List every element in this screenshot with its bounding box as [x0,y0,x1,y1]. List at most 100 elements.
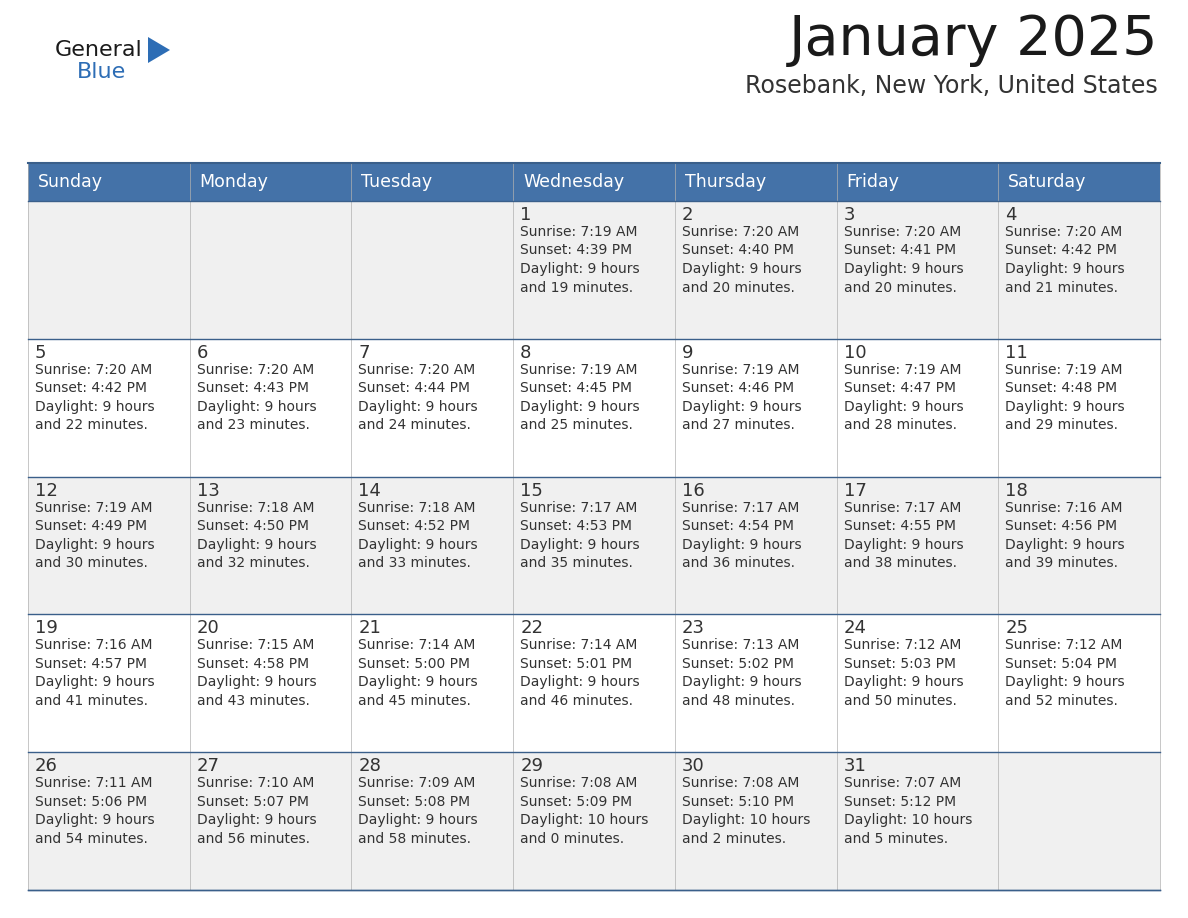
Text: Sunset: 4:42 PM: Sunset: 4:42 PM [1005,243,1117,258]
Text: Sunrise: 7:12 AM: Sunrise: 7:12 AM [1005,638,1123,653]
Text: Blue: Blue [77,62,126,82]
Text: 16: 16 [682,482,704,499]
Text: Sunrise: 7:20 AM: Sunrise: 7:20 AM [1005,225,1123,239]
Text: Sunrise: 7:14 AM: Sunrise: 7:14 AM [520,638,638,653]
Text: Daylight: 10 hours: Daylight: 10 hours [682,813,810,827]
Text: and 56 minutes.: and 56 minutes. [197,832,310,845]
Text: and 33 minutes.: and 33 minutes. [359,556,472,570]
Text: 27: 27 [197,757,220,775]
Text: and 39 minutes.: and 39 minutes. [1005,556,1118,570]
Text: 9: 9 [682,344,694,362]
Bar [190,163,352,201]
Text: 6: 6 [197,344,208,362]
Text: Daylight: 9 hours: Daylight: 9 hours [1005,400,1125,414]
Text: Sunset: 4:43 PM: Sunset: 4:43 PM [197,381,309,396]
Text: Sunset: 4:49 PM: Sunset: 4:49 PM [34,519,147,533]
Text: Rosebank, New York, United States: Rosebank, New York, United States [745,74,1158,98]
Text: Sunrise: 7:17 AM: Sunrise: 7:17 AM [682,500,800,515]
Text: and 29 minutes.: and 29 minutes. [1005,419,1118,432]
Text: 23: 23 [682,620,704,637]
Text: 15: 15 [520,482,543,499]
Bar [29,163,190,201]
Text: and 52 minutes.: and 52 minutes. [1005,694,1118,708]
Text: Sunset: 5:00 PM: Sunset: 5:00 PM [359,657,470,671]
Text: Sunset: 5:10 PM: Sunset: 5:10 PM [682,795,794,809]
Text: Sunset: 4:53 PM: Sunset: 4:53 PM [520,519,632,533]
Text: Daylight: 9 hours: Daylight: 9 hours [197,676,316,689]
Text: Daylight: 10 hours: Daylight: 10 hours [520,813,649,827]
Text: Sunrise: 7:20 AM: Sunrise: 7:20 AM [682,225,800,239]
Text: and 50 minutes.: and 50 minutes. [843,694,956,708]
Text: Friday: Friday [847,173,899,191]
Text: Daylight: 9 hours: Daylight: 9 hours [1005,262,1125,276]
Text: and 30 minutes.: and 30 minutes. [34,556,147,570]
Bar [352,752,513,890]
Text: Sunset: 4:58 PM: Sunset: 4:58 PM [197,657,309,671]
Text: 30: 30 [682,757,704,775]
Text: Daylight: 9 hours: Daylight: 9 hours [359,813,478,827]
Text: Daylight: 9 hours: Daylight: 9 hours [843,400,963,414]
Text: Sunrise: 7:19 AM: Sunrise: 7:19 AM [843,363,961,376]
Text: and 21 minutes.: and 21 minutes. [1005,281,1118,295]
Text: Sunset: 4:57 PM: Sunset: 4:57 PM [34,657,147,671]
Text: Sunrise: 7:11 AM: Sunrise: 7:11 AM [34,777,152,790]
Text: Daylight: 9 hours: Daylight: 9 hours [843,538,963,552]
Bar [675,163,836,201]
Bar [675,339,836,476]
Text: and 58 minutes.: and 58 minutes. [359,832,472,845]
Text: Daylight: 9 hours: Daylight: 9 hours [520,400,640,414]
Text: Daylight: 9 hours: Daylight: 9 hours [682,262,802,276]
Text: 22: 22 [520,620,543,637]
Bar [29,201,190,339]
Bar [513,476,675,614]
Text: Sunset: 5:12 PM: Sunset: 5:12 PM [843,795,955,809]
Text: Daylight: 9 hours: Daylight: 9 hours [359,538,478,552]
Text: Sunset: 5:09 PM: Sunset: 5:09 PM [520,795,632,809]
Bar [513,752,675,890]
Text: Sunset: 4:54 PM: Sunset: 4:54 PM [682,519,794,533]
Text: Sunrise: 7:18 AM: Sunrise: 7:18 AM [197,500,314,515]
Text: 26: 26 [34,757,58,775]
Text: 11: 11 [1005,344,1028,362]
Bar [836,163,998,201]
Text: Sunrise: 7:16 AM: Sunrise: 7:16 AM [1005,500,1123,515]
Text: 10: 10 [843,344,866,362]
Text: and 35 minutes.: and 35 minutes. [520,556,633,570]
Text: 28: 28 [359,757,381,775]
Text: Daylight: 9 hours: Daylight: 9 hours [34,813,154,827]
Text: Daylight: 9 hours: Daylight: 9 hours [843,676,963,689]
Bar [29,752,190,890]
Text: Sunrise: 7:19 AM: Sunrise: 7:19 AM [520,225,638,239]
Bar [352,339,513,476]
Text: 24: 24 [843,620,866,637]
Bar [29,614,190,752]
Text: and 24 minutes.: and 24 minutes. [359,419,472,432]
Text: General: General [55,40,143,60]
Text: Sunrise: 7:19 AM: Sunrise: 7:19 AM [1005,363,1123,376]
Text: Thursday: Thursday [684,173,766,191]
Text: and 19 minutes.: and 19 minutes. [520,281,633,295]
Bar [836,476,998,614]
Text: 7: 7 [359,344,369,362]
Text: and 20 minutes.: and 20 minutes. [843,281,956,295]
Bar [836,614,998,752]
Text: Sunrise: 7:19 AM: Sunrise: 7:19 AM [682,363,800,376]
Text: and 22 minutes.: and 22 minutes. [34,419,147,432]
Text: Sunset: 4:56 PM: Sunset: 4:56 PM [1005,519,1118,533]
Text: Daylight: 9 hours: Daylight: 9 hours [359,676,478,689]
Bar [352,614,513,752]
Text: 8: 8 [520,344,531,362]
Text: 31: 31 [843,757,866,775]
Text: Sunrise: 7:16 AM: Sunrise: 7:16 AM [34,638,152,653]
Bar [29,476,190,614]
Bar [352,201,513,339]
Text: and 25 minutes.: and 25 minutes. [520,419,633,432]
Text: Sunset: 4:44 PM: Sunset: 4:44 PM [359,381,470,396]
Text: Daylight: 9 hours: Daylight: 9 hours [682,538,802,552]
Text: Sunset: 4:52 PM: Sunset: 4:52 PM [359,519,470,533]
Text: Sunrise: 7:08 AM: Sunrise: 7:08 AM [682,777,800,790]
Bar [675,614,836,752]
Text: and 41 minutes.: and 41 minutes. [34,694,148,708]
Text: and 48 minutes.: and 48 minutes. [682,694,795,708]
Text: Sunrise: 7:07 AM: Sunrise: 7:07 AM [843,777,961,790]
